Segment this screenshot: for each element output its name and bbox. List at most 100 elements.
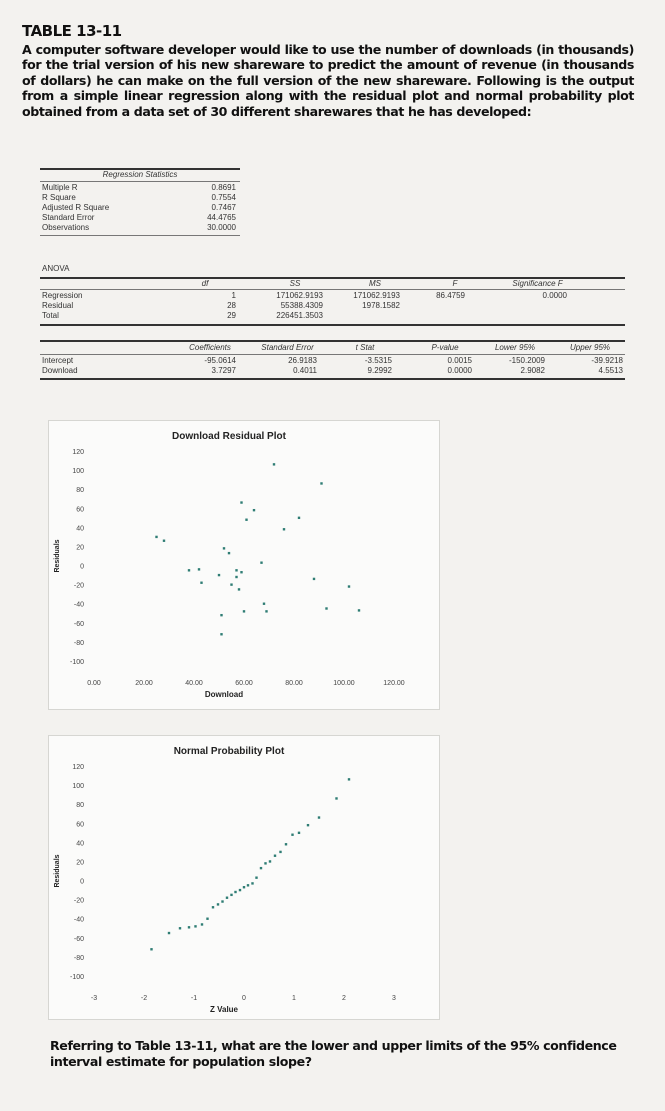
y-tick-label: 100: [72, 468, 84, 475]
x-tick-label: -1: [191, 995, 197, 1002]
data-point: [217, 573, 221, 577]
y-tick-label: 60: [76, 506, 84, 513]
data-point: [234, 890, 237, 894]
normal-probability-plot-box: Normal Probability Plot 120 100 80 60 40 20 0 -2…: [48, 735, 440, 1020]
data-point: [200, 581, 203, 584]
y-tick-label: -20: [74, 583, 84, 590]
data-point: [235, 569, 238, 572]
data-point: [306, 823, 310, 827]
anova-row-label-2: Total: [42, 311, 59, 320]
regression-statistics-header: Regression Statistics: [102, 170, 178, 179]
y-tick-label: 80: [76, 802, 84, 809]
rs-value-3: 44.4765: [207, 213, 236, 222]
coef-upper-1: 4.5513: [598, 366, 623, 375]
data-point: [347, 585, 351, 588]
data-point: [272, 463, 276, 466]
data-point: [155, 535, 158, 539]
y-tick-label: 40: [76, 840, 84, 847]
anova-row-ss-2: 226451.3503: [276, 311, 323, 320]
data-point: [237, 588, 241, 591]
rs-label-3: Standard Error: [42, 213, 95, 222]
data-point: [187, 926, 191, 929]
x-tick-label: -2: [141, 995, 147, 1002]
rs-label-4: Observations: [42, 223, 90, 232]
data-point: [227, 551, 231, 555]
data-point: [297, 831, 301, 835]
data-point: [178, 927, 182, 930]
coef-value-0: -95.0614: [204, 356, 236, 365]
data-point: [242, 610, 246, 613]
coef-value-1: 3.7297: [211, 366, 236, 375]
x-tick-label: 2: [342, 995, 346, 1002]
data-point: [235, 575, 238, 579]
data-point: [240, 501, 243, 504]
data-point: [264, 862, 267, 865]
coef-se-1: 0.4011: [293, 366, 317, 375]
data-point: [200, 923, 204, 926]
data-point: [297, 516, 301, 520]
rs-label-0: Multiple R: [42, 183, 78, 192]
y-tick-label: 100: [72, 783, 84, 790]
data-point: [220, 613, 223, 617]
coef-lower-0: -150.2009: [508, 356, 545, 365]
rs-value-1: 0.7554: [211, 193, 236, 202]
data-point: [194, 925, 197, 928]
x-tick-label: 0.00: [87, 680, 101, 687]
anova-row-label-1: Residual: [42, 301, 74, 310]
data-point: [259, 866, 263, 870]
coef-label-1: Download: [42, 366, 78, 375]
y-tick-label: 20: [76, 544, 84, 551]
data-point: [357, 609, 361, 612]
data-point: [230, 893, 233, 897]
data-point: [312, 577, 316, 581]
data-point: [246, 884, 250, 887]
data-point: [206, 917, 209, 920]
data-point: [284, 843, 288, 846]
data-point: [197, 568, 201, 571]
table-title: TABLE 13-11: [22, 22, 122, 40]
problem-description: A computer software developer would like…: [22, 42, 634, 119]
x-tick-label: 3: [392, 995, 396, 1002]
coef-header-lower: Lower 95%: [494, 343, 536, 352]
y-tick-label: -100: [70, 974, 84, 981]
data-point: [335, 797, 338, 800]
y-tick-label: -80: [74, 955, 84, 962]
chart-title: Download Residual Plot: [172, 431, 287, 442]
coef-header-coef: Coefficients: [189, 343, 231, 352]
x-tick-label: 40.00: [185, 680, 203, 687]
data-point: [251, 882, 254, 885]
residual-plot-box: Download Residual Plot 120 100 80 60 40 20 0 -20…: [48, 420, 440, 710]
data-point: [220, 633, 223, 636]
anova-header-df: df: [201, 279, 209, 288]
anova-row-ms-0: 171062.9193: [353, 291, 400, 300]
data-point: [347, 778, 351, 781]
rs-label-2: Adjusted R Square: [42, 203, 110, 212]
coef-p-0: 0.0015: [447, 356, 472, 365]
data-point: [162, 539, 166, 542]
coef-header-upper: Upper 95%: [569, 343, 611, 352]
y-tick-label: -60: [74, 621, 84, 628]
data-point: [252, 508, 256, 512]
anova-row-f-0: 86.4759: [436, 291, 465, 300]
data-point: [268, 860, 272, 863]
coef-upper-0: -39.9218: [591, 356, 623, 365]
x-tick-label: 20.00: [135, 680, 153, 687]
data-point: [230, 583, 233, 586]
data-point: [225, 896, 229, 899]
rs-value-0: 0.8691: [211, 183, 236, 192]
coef-se-0: 26.9183: [288, 356, 317, 365]
x-tick-label: 0: [242, 995, 246, 1002]
coef-label-0: Intercept: [42, 356, 74, 365]
coef-lower-1: 2.9082: [520, 366, 545, 375]
data-point: [291, 833, 294, 836]
regression-statistics-table: Regression Statistics Multiple R 0.8691 …: [40, 168, 240, 258]
y-tick-label: 20: [76, 859, 84, 866]
data-point: [265, 610, 268, 613]
data-point: [242, 886, 246, 889]
y-tick-label: 0: [80, 879, 84, 886]
data-point: [216, 903, 220, 906]
anova-row-label-0: Regression: [42, 291, 83, 300]
y-tick-label: -60: [74, 936, 84, 943]
y-tick-label: 40: [76, 525, 84, 532]
y-tick-label: 0: [80, 564, 84, 571]
